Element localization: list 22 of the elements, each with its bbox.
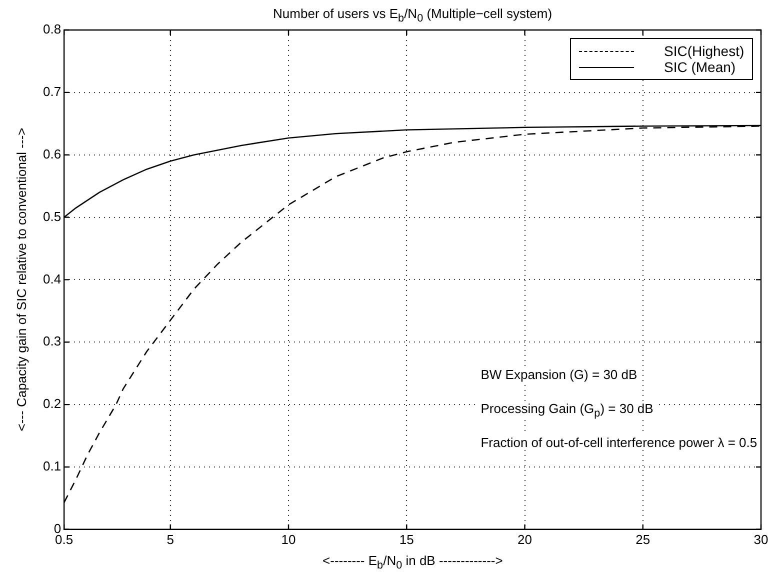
x-tick-label: 10 <box>281 532 296 547</box>
y-tick-label: 0.2 <box>42 396 62 412</box>
annotation: Fraction of out-of-cell interference power λ = 0.5 <box>478 435 760 450</box>
y-tick-label: 0.7 <box>42 84 62 100</box>
y-tick-label: 0.3 <box>42 334 62 349</box>
y-tick-label: 0.8 <box>42 22 62 37</box>
legend-label: SIC (Mean) <box>664 59 736 75</box>
y-tick-label: 0.1 <box>42 458 62 474</box>
annotation: BW Expansion (G) = 30 dB <box>478 367 640 382</box>
x-tick-label: 20 <box>518 532 532 547</box>
x-tick-label: 25 <box>636 532 650 547</box>
y-tick-label: 0.4 <box>42 271 62 286</box>
y-tick-label: 0.6 <box>42 146 62 162</box>
x-tick-label: 30 <box>754 532 768 547</box>
y-tick-label: 0.5 <box>42 208 62 224</box>
chart-title: Number of users vs E$_{b}$/N$_{0}$ (Multiple−cell system) <box>273 6 552 25</box>
legend-label: SIC(Highest) <box>664 43 744 59</box>
x-tick-label: 15 <box>399 532 414 547</box>
x-axis-title: <-------- E$_{b}$/N$_{0}$ in dB -------------> <box>322 553 503 572</box>
y-axis-title: <--- Capacity gain of SIC relative to conventional ---> <box>14 128 30 432</box>
x-tick-label: 5 <box>166 532 174 547</box>
annotation: Processing Gain (G$_{p}$) = 30 dB <box>478 401 656 420</box>
